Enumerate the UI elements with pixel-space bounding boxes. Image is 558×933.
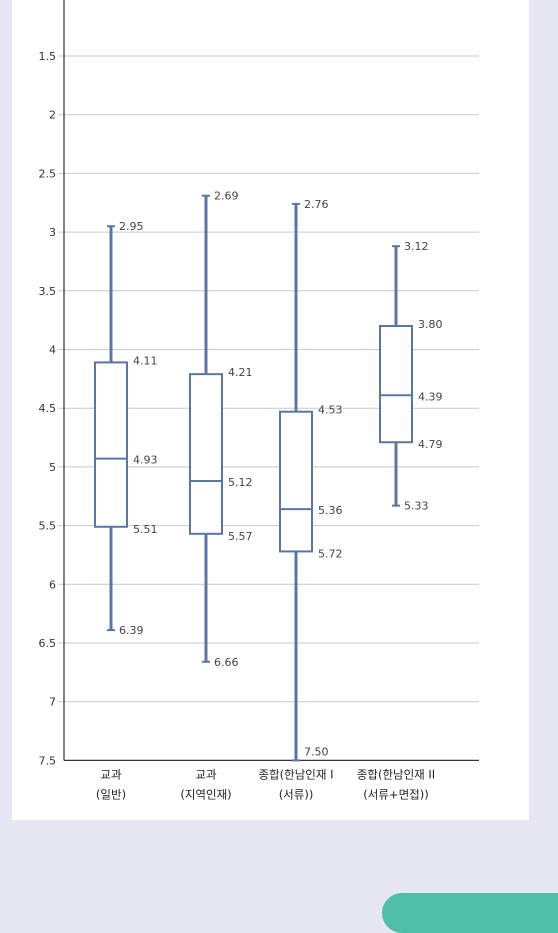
value-label-median: 5.12 [228, 476, 253, 489]
y-tick-label: 4 [49, 344, 56, 357]
box-iqr [279, 410, 313, 553]
y-tick-label: 7 [49, 696, 56, 709]
value-label-min: 2.76 [304, 198, 329, 211]
value-label-q3: 4.79 [418, 438, 443, 451]
y-tick-label: 5.5 [39, 520, 57, 533]
boxplot-chart: 1.5 2 2.5 3 3.5 4 4.5 5 5.5 6 6.5 7 7.5 2.95 4.11 4.93 5… [39, 0, 479, 801]
y-tick-label: 7.5 [39, 754, 57, 767]
category-label: 종합(한남인재 II [357, 767, 435, 781]
box-iqr [94, 361, 128, 528]
value-label-max: 6.66 [214, 656, 239, 669]
box-iqr [189, 373, 223, 535]
value-label-median: 4.93 [133, 454, 158, 467]
value-label-q3: 5.51 [133, 523, 158, 536]
category-label: (서류)) [279, 787, 314, 801]
y-tick-label: 1.5 [39, 50, 57, 63]
value-label-max: 7.50 [304, 745, 329, 758]
y-tick-label: 5 [49, 461, 56, 474]
category-label: 교과 [195, 767, 217, 781]
y-tick-label: 2.5 [39, 167, 57, 180]
y-tick-label: 6.5 [39, 637, 57, 650]
value-label-q1: 4.21 [228, 366, 253, 379]
category-label: 교과 [100, 767, 122, 781]
value-label-min: 2.95 [119, 220, 144, 233]
y-tick-label: 6 [49, 578, 56, 591]
box-iqr [379, 325, 413, 444]
value-label-q1: 3.80 [418, 318, 443, 331]
category-label: (서류+면접)) [363, 787, 428, 801]
value-label-q1: 4.53 [318, 404, 343, 417]
value-label-q3: 5.72 [318, 547, 343, 560]
value-label-max: 5.33 [404, 500, 429, 513]
value-label-q1: 4.11 [133, 354, 158, 367]
category-label: (지역인재) [180, 787, 231, 801]
category-label: 종합(한남인재 I [258, 767, 333, 781]
value-label-q3: 5.57 [228, 530, 253, 543]
y-tick-label: 3.5 [39, 285, 57, 298]
y-tick-label: 3 [49, 226, 56, 239]
y-tick-label: 4.5 [39, 402, 57, 415]
floating-action-button[interactable] [382, 893, 558, 933]
value-label-max: 6.39 [119, 624, 144, 637]
y-tick-label: 2 [49, 109, 56, 122]
value-label-min: 3.12 [404, 240, 429, 253]
value-label-min: 2.69 [214, 190, 239, 203]
value-label-median: 5.36 [318, 504, 343, 517]
value-label-median: 4.39 [418, 390, 443, 403]
category-label: (일반) [96, 787, 126, 801]
chart-card: 1.5 2 2.5 3 3.5 4 4.5 5 5.5 6 6.5 7 7.5 2.95 4.11 4.93 5… [12, 0, 529, 820]
